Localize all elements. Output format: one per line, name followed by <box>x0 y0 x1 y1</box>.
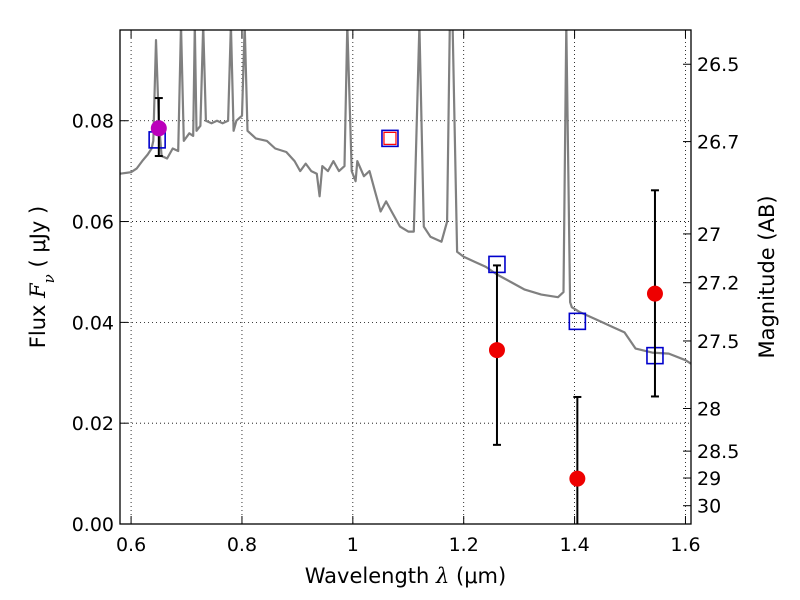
observed-point <box>646 285 663 302</box>
x-tick-label: 1.6 <box>670 534 700 556</box>
y2-tick-label: 27.5 <box>697 331 739 353</box>
axis-ticks: 0.6 0.8 1 1.2 1.4 1.6 0.00 0.02 0.04 0.06 0.08 26.5… <box>72 30 739 556</box>
model-photometry-box <box>568 312 587 331</box>
y-tick-label: 0.08 <box>72 111 114 133</box>
x-axis-label: Wavelength λ (μm) <box>305 564 506 588</box>
y-tick-label: 0.06 <box>72 212 114 234</box>
y2-tick-label: 27.2 <box>697 273 739 295</box>
plot-area <box>120 30 691 524</box>
x-tick-label: 0.6 <box>116 534 146 556</box>
observed-point <box>488 342 505 359</box>
upper-limit-box <box>383 131 397 145</box>
y2-axis-label: Magnitude (AB) <box>755 195 779 358</box>
x-tick-label: 1.4 <box>559 534 589 556</box>
y2-tick-label: 27 <box>697 224 721 246</box>
observed-point <box>150 120 167 137</box>
y-tick-label: 0.04 <box>72 312 114 334</box>
y2-tick-label: 26.7 <box>697 132 739 154</box>
x-tick-label: 0.8 <box>227 534 257 556</box>
y-tick-label: 0.00 <box>72 514 114 536</box>
y2-tick-label: 30 <box>697 496 721 518</box>
model-photometry-box <box>381 129 399 148</box>
x-tick-label: 1.2 <box>449 534 479 556</box>
y2-tick-label: 28.5 <box>697 441 739 463</box>
y2-tick-label: 29 <box>697 468 721 490</box>
x-tick-label: 1 <box>347 534 359 556</box>
y2-tick-label: 26.5 <box>697 54 739 76</box>
y2-tick-label: 28 <box>697 399 721 421</box>
y-axis-label: Flux Fν ( μJy ) <box>26 206 58 348</box>
model-spectrum-line <box>120 30 691 365</box>
y-tick-label: 0.02 <box>72 413 114 435</box>
axes-frame <box>119 29 692 525</box>
observed-point <box>569 470 586 487</box>
